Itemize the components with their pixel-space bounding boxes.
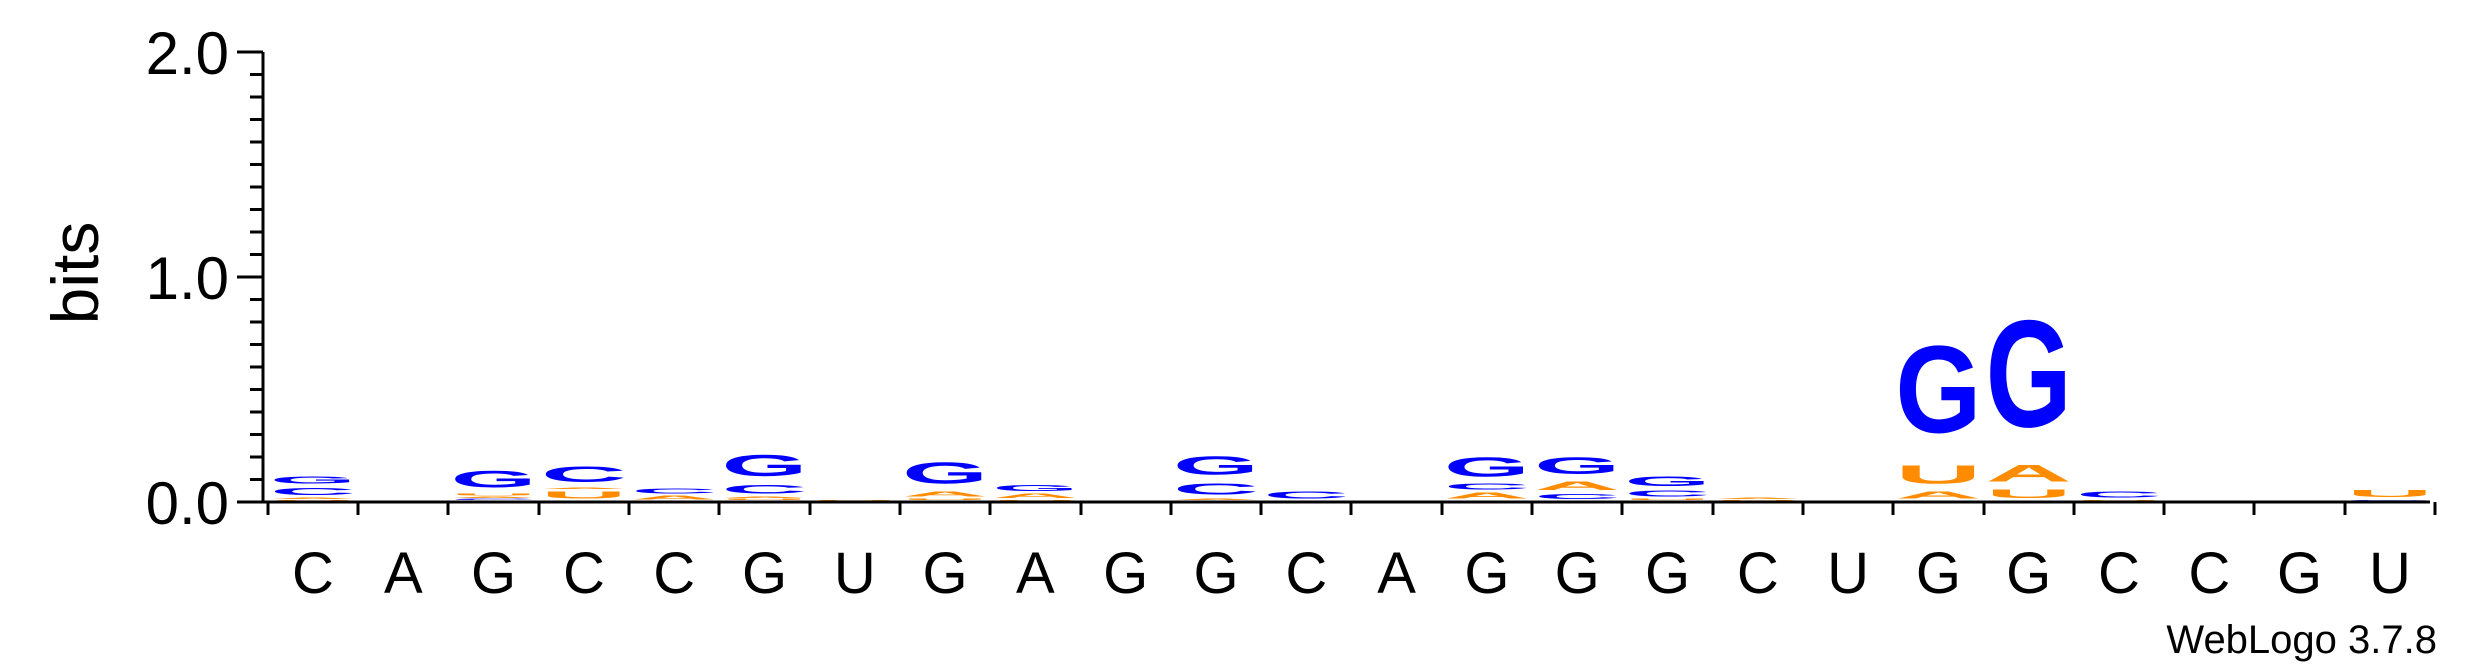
logo-glyph: A [1895,489,1981,500]
x-tick-label: C [1737,541,1779,606]
logo-glyph: G [1444,451,1530,482]
logo-glyph: G [451,466,537,493]
logo-glyph: G [1173,451,1259,480]
logo-glyph: G [1625,473,1711,489]
x-tick-label: U [2369,541,2411,606]
y-axis: 0.0 1.0 2.0 [146,20,265,537]
x-tick-label: G [742,541,787,606]
x-tick-label: C [653,541,695,606]
x-tick-label: G [1645,541,1690,606]
x-tick-label: G [1916,541,1961,606]
logo-glyph: U [2076,499,2162,500]
logo-glyph: G [1534,452,1620,479]
logo-glyph: A [722,496,808,498]
logo-glyph: A [541,487,627,489]
logo-glyph: U [451,493,537,496]
logo-glyph: A [992,493,1078,500]
x-tick-label: G [1193,541,1238,606]
y-tick-label: 1.0 [146,245,229,312]
logo-glyph: C [722,482,808,496]
x-tick-label: C [2188,541,2230,606]
x-tick-label: A [384,541,423,606]
logo-glyph: G [1986,289,2072,460]
logo-glyph: U [1895,460,1981,489]
logo-glyph: C [451,498,537,500]
logo-glyph: C [270,486,356,497]
y-axis-label: bits [38,222,112,325]
x-tick-label: C [563,541,605,606]
x-tick-label: C [292,541,334,606]
logo-glyph: U [902,498,988,500]
x-tick-label: G [923,541,968,606]
logo-glyph: U [812,499,898,500]
logo-glyph: C [1444,482,1530,491]
x-tick-label: G [2006,541,2051,606]
x-tick-label: A [1377,541,1416,606]
x-tick-label: G [471,541,516,606]
logo-glyph: G [992,484,1078,493]
x-tick-label: U [1827,541,1869,606]
logo-glyph: C [631,487,717,495]
logo-glyph: A [1986,460,2072,487]
logo-glyph: A [1534,479,1620,493]
x-tick-label: C [2098,541,2140,606]
logo-glyph: U [722,498,808,500]
logo-glyph: A [1715,498,1801,500]
logo-glyph: U [1715,499,1801,500]
logo-glyph: C [1534,493,1620,501]
logo-glyph: A [270,497,356,499]
logo-glyph: G [2347,499,2433,500]
logo-glyph: U [270,499,356,500]
logo-glyph: U [1986,487,2072,501]
logo-glyph: C [541,462,627,487]
logo-glyph: A [902,490,988,498]
logo-glyph: U [541,489,627,500]
logo-glyph: A [631,495,717,501]
logo-glyph: A [451,496,537,498]
logo-glyph: C [1263,489,1349,500]
weblogo-credit: WebLogo 3.7.8 [2166,618,2437,662]
logo-glyph: G [270,475,356,486]
logo-glyph: G [722,449,808,482]
x-tick-label: G [1555,541,1600,606]
y-tick-label: 0.0 [146,470,229,537]
logo-glyph: G [902,457,988,490]
logo-glyph: A [1173,498,1259,500]
x-tick-label: G [1103,541,1148,606]
logo-glyph: A [1444,491,1530,500]
x-tick-label: G [1464,541,1509,606]
x-tick-label: C [1285,541,1327,606]
x-tick-label: G [2277,541,2322,606]
logo-glyph: U [1625,498,1711,500]
logo-glyph: G [1895,319,1981,459]
logo-glyph: C [1173,480,1259,498]
logo-glyph: U [992,499,1078,500]
x-tick-label: U [834,541,876,606]
x-tick-label: A [1016,541,1055,606]
y-tick-label: 2.0 [146,20,229,87]
logo-glyph: U [2347,488,2433,499]
logo-glyph: C [2076,490,2162,499]
logo-glyph: C [1625,489,1711,498]
